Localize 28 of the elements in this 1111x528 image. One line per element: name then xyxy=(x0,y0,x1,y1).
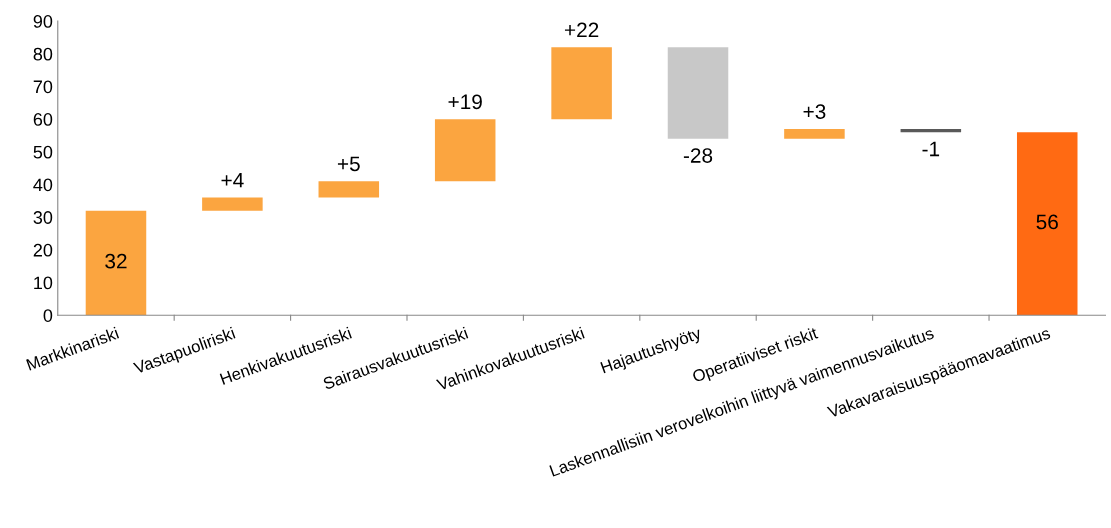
data-label: +5 xyxy=(337,156,360,172)
data-label: 56 xyxy=(1036,214,1058,230)
bar xyxy=(667,47,729,139)
data-label: +4 xyxy=(221,173,244,188)
bar xyxy=(1016,132,1078,316)
data-label: -28 xyxy=(683,148,713,163)
bar xyxy=(202,197,263,211)
y-tick-label: 10 xyxy=(34,276,53,290)
data-label: +22 xyxy=(564,22,599,38)
y-tick-label: 70 xyxy=(33,80,53,94)
data-label: +3 xyxy=(803,104,826,119)
y-tick-label: 90 xyxy=(33,15,53,28)
y-tick-label: 0 xyxy=(43,309,53,322)
bar xyxy=(551,47,612,120)
y-tick-label: 60 xyxy=(33,113,53,126)
y-tick-label: 50 xyxy=(33,145,53,159)
data-label: +19 xyxy=(448,94,482,110)
bar xyxy=(434,119,496,182)
y-tick-label: 30 xyxy=(33,211,53,224)
bar xyxy=(85,210,147,316)
y-tick-label: 40 xyxy=(33,178,53,192)
bar xyxy=(900,128,962,133)
data-label: -1 xyxy=(922,141,940,157)
y-tick-label: 80 xyxy=(33,47,53,61)
y-tick-label: 20 xyxy=(33,243,53,257)
bar xyxy=(784,128,845,139)
data-label: 32 xyxy=(105,253,127,269)
bar xyxy=(318,181,380,198)
